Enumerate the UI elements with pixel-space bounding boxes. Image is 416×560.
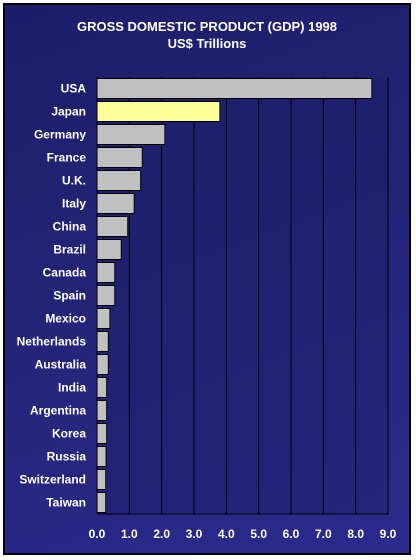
bar — [96, 492, 107, 513]
category-label: Korea — [52, 427, 86, 441]
category-label: Mexico — [45, 312, 86, 326]
x-tick-label: 0.0 — [89, 527, 106, 541]
bar — [96, 308, 111, 329]
bar — [96, 78, 373, 99]
x-tick-label: 5.0 — [250, 527, 267, 541]
bar — [96, 216, 129, 237]
category-label: Germany — [34, 128, 86, 142]
category-label: Italy — [62, 197, 86, 211]
bar — [96, 285, 116, 306]
bar — [96, 239, 122, 260]
plot-area — [97, 77, 388, 514]
category-label: Australia — [35, 358, 87, 372]
bar — [96, 446, 107, 467]
category-label: U.K. — [62, 174, 86, 188]
category-label: Russia — [47, 450, 87, 464]
bar — [96, 423, 108, 444]
category-label: USA — [61, 82, 87, 96]
x-tick-label: 7.0 — [315, 527, 332, 541]
bar — [96, 354, 109, 375]
bar — [96, 262, 116, 283]
x-tick-label: 3.0 — [186, 527, 203, 541]
bar — [96, 400, 108, 421]
category-label: India — [58, 381, 86, 395]
bar — [96, 193, 135, 214]
bar — [96, 124, 166, 145]
bar — [96, 147, 143, 168]
category-label: Canada — [43, 266, 87, 280]
bar — [96, 331, 109, 352]
x-tick-label: 1.0 — [121, 527, 138, 541]
chart-title: GROSS DOMESTIC PRODUCT (GDP) 1998 — [76, 19, 338, 34]
x-tick-label: 4.0 — [218, 527, 235, 541]
bar — [96, 101, 221, 122]
category-label: France — [47, 151, 87, 165]
category-label: Spain — [53, 289, 86, 303]
category-label: Japan — [51, 105, 86, 119]
category-label: Taiwan — [46, 496, 86, 510]
category-label: Netherlands — [17, 335, 87, 349]
category-label: Switzerland — [19, 473, 86, 487]
category-label: China — [53, 220, 87, 234]
chart-subtitle: US$ Trillions — [167, 36, 247, 51]
x-tick-label: 9.0 — [380, 527, 397, 541]
bar — [96, 170, 142, 191]
bar — [96, 377, 108, 398]
bar — [96, 469, 107, 490]
x-tick-label: 8.0 — [347, 527, 364, 541]
category-label: Brazil — [53, 243, 86, 257]
category-label: Argentina — [30, 404, 86, 418]
x-tick-label: 2.0 — [153, 527, 170, 541]
x-tick-label: 6.0 — [283, 527, 300, 541]
